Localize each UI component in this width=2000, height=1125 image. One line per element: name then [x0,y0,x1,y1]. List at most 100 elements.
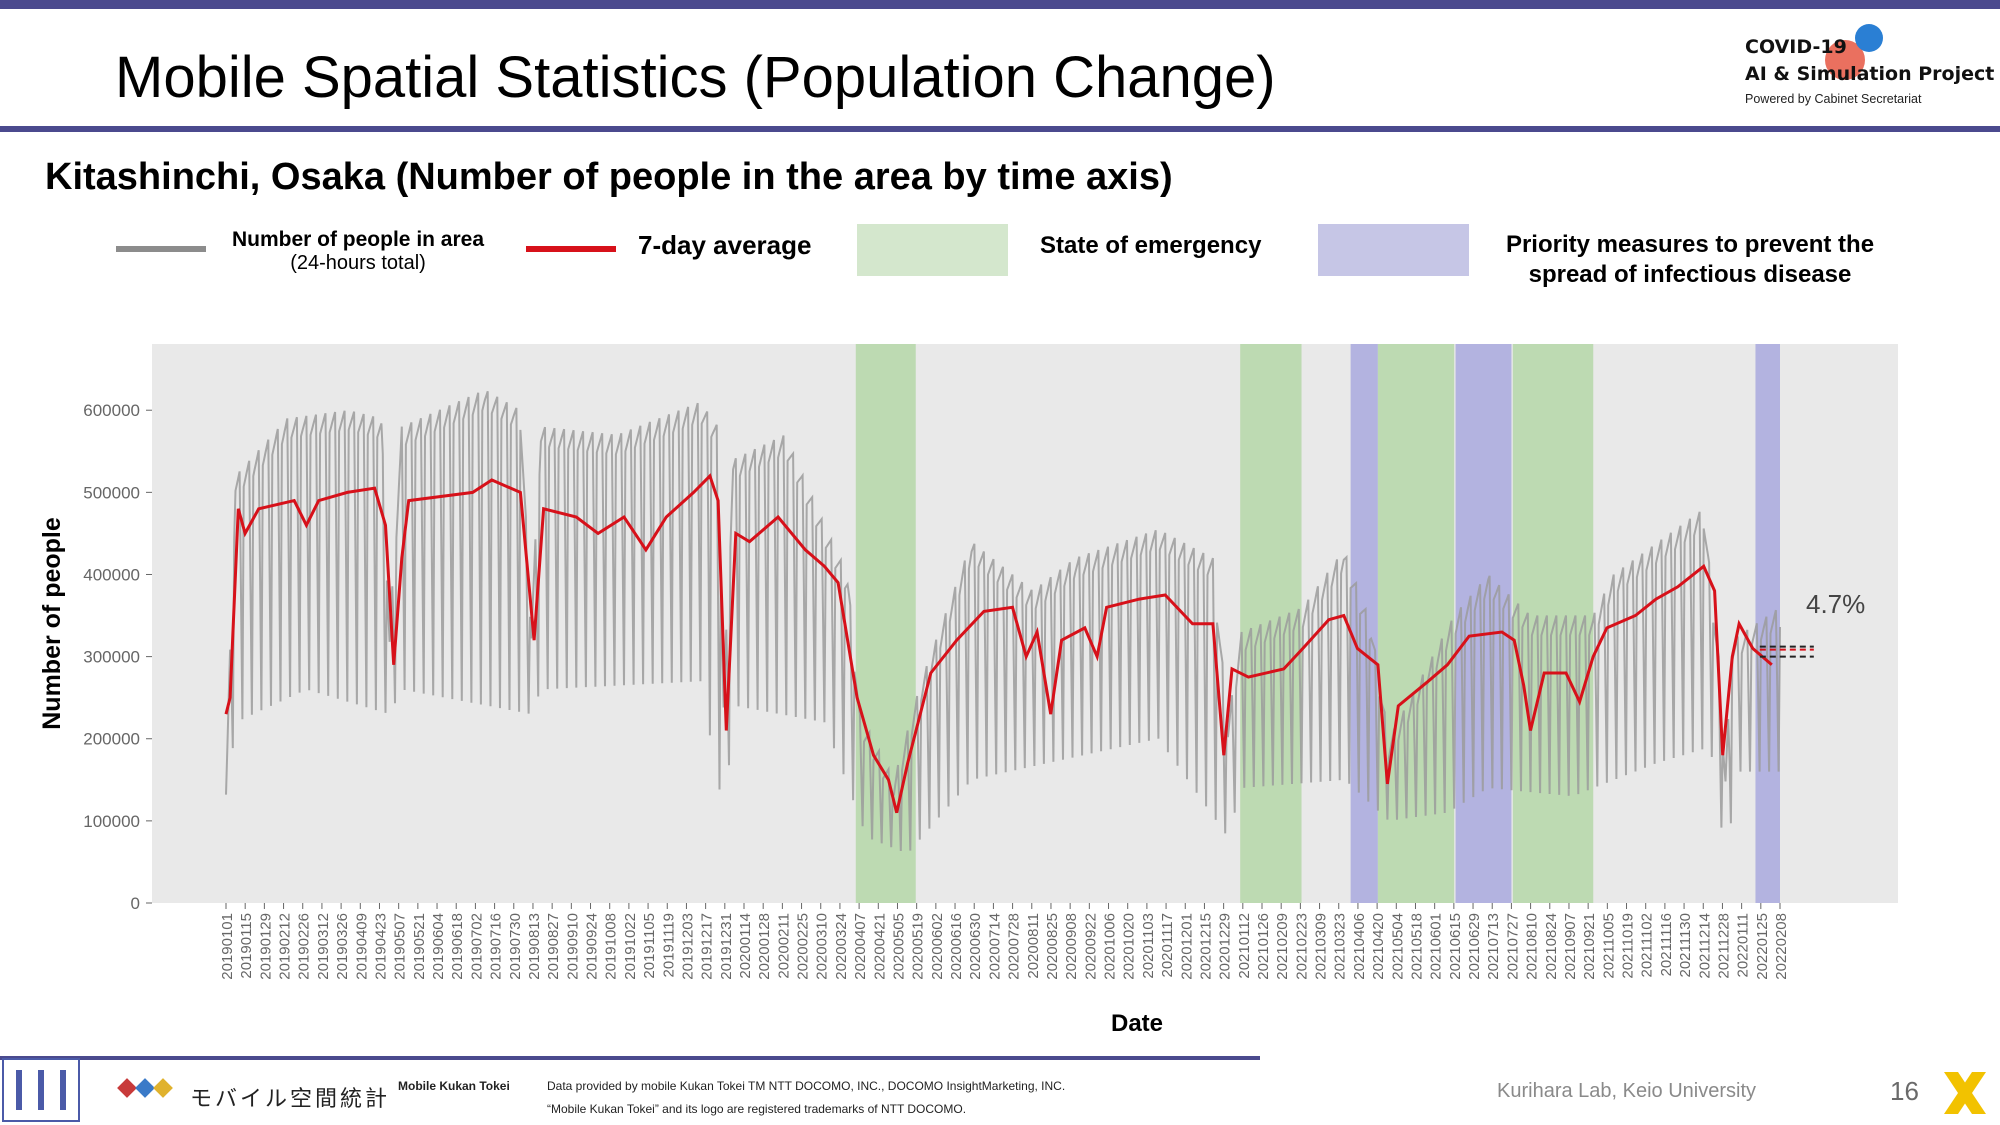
page-number: 16 [1890,1076,1919,1106]
x-tick-label: 20200225 [795,913,812,980]
raw-series-line [225,390,1781,852]
y-tick-label: 400000 [83,565,140,584]
logo-line-1: COVID-19 [1745,36,1847,58]
x-tick-label: 20210420 [1370,913,1387,980]
seven-day-average-line [224,473,1773,814]
y-tick-label: 600000 [83,401,140,420]
x-tick-label: 20200825 [1044,913,1061,980]
logo-cube [135,1078,155,1098]
x-tick-label: 20210112 [1236,913,1253,979]
chart-subtitle: Kitashinchi, Osaka (Number of people in … [45,156,1173,198]
logo-line-3: Powered by Cabinet Secretariat [1745,92,1922,106]
logo-blue-dot [1855,24,1883,52]
x-tick-label: 20211019 [1620,913,1637,979]
x-axis-title: Date [1111,1010,1163,1037]
emergency-period [855,344,916,903]
legend-swatch-priority [1318,224,1469,276]
x-tick-label: 20210824 [1543,913,1560,980]
x-tick-label: 20190910 [564,913,581,980]
emergency-period [1512,344,1594,903]
logo-line-2: AI & Simulation Project [1745,63,1995,85]
lab-logo-bar [16,1070,22,1110]
x-tick-label: 20201215 [1197,913,1214,980]
x-tick-label: 20211116 [1658,913,1675,976]
x-tick-label: 20210921 [1581,913,1598,980]
x-tick-label: 20190101 [219,913,236,980]
y-axis-title: Number of people [38,517,66,730]
footer-note-1: Data provided by mobile Kukan Tokei TM N… [547,1079,1066,1093]
footer-note-2: “Mobile Kukan Tokei” and its logo are re… [547,1102,967,1116]
x-tick-label: 20201117 [1159,913,1176,978]
x-tick-label: 20190423 [372,913,389,980]
x-tick-label: 20210629 [1466,913,1483,980]
x-tick-label: 20200811 [1025,913,1042,979]
legend-swatch-raw [116,246,206,252]
x-tick-label: 20190312 [315,913,332,980]
x-tick-label: 20200128 [756,913,773,980]
x-tick-label: 20210309 [1313,913,1330,980]
x-tick-label: 20200519 [910,913,927,980]
x-tick-label: 20201103 [1140,913,1157,979]
x-tick-label: 20201006 [1102,913,1119,980]
lab-logo-bar [38,1070,44,1110]
x-tick-label: 20210810 [1524,913,1541,980]
logo-cube [153,1078,173,1098]
legend-item-priority: Priority measures to prevent the spread … [1480,230,1900,290]
x-tick-label: 20191217 [699,913,716,980]
x-tick-label: 20190521 [411,913,428,980]
legend-label-emergency: State of emergency [1040,232,1262,259]
legend-label-priority-2: spread of infectious disease [1528,261,1852,288]
x-tick-label: 20190129 [257,913,274,980]
x-tick-label: 20210126 [1255,913,1272,980]
x-tick-label: 20220208 [1773,913,1790,980]
legend-swatch-avg [526,246,616,252]
x-tick-label: 20220111 [1735,913,1752,978]
x-tick-label: 20190924 [584,913,601,980]
logo-japanese-text: モバイル空間統計 [190,1087,391,1112]
x-tick-label: 20191008 [603,913,620,980]
x-tick-label: 20191022 [622,913,639,980]
x-tick-label: 20211130 [1677,913,1694,978]
x-tick-label: 20200630 [967,913,984,980]
x-tick-label: 20190813 [526,913,543,980]
x-tick-label: 20191203 [679,913,696,980]
x-tick-label: 20200407 [852,913,869,980]
x-tick-label: 20200114 [737,913,754,979]
x-tick-label: 20210504 [1389,913,1406,980]
lab-logo-bar [60,1070,66,1110]
x-tick-label: 20200908 [1063,913,1080,980]
x-tick-label: 20191105 [641,913,658,979]
y-tick-label: 500000 [83,483,140,502]
x-tick-label: 20210223 [1293,913,1310,980]
x-tick-label: 20190507 [392,913,409,980]
x-tick-label: 20200310 [814,913,831,980]
x-tick-label: 20190226 [296,913,313,980]
x-tick-label: 20210727 [1504,913,1521,980]
x-tick-label: 20210518 [1408,913,1425,980]
x-tick-label: 20200505 [890,913,907,980]
top-accent-bar [0,0,2000,9]
priority-period [1350,344,1378,903]
mobile-kukan-tokei-logo: モバイル空間統計 [110,1075,387,1115]
x-tick-label: 20191231 [718,913,735,980]
x-tick-label: 20190409 [353,913,370,980]
chart-legend: Number of people in area (24-hours total… [0,220,2000,290]
logo-cube [117,1078,137,1098]
x-tick-label: 20201201 [1178,913,1195,980]
footer-divider [0,1056,1260,1060]
x-tick-label: 20210209 [1274,913,1291,980]
x-tick-label: 20190326 [334,913,351,980]
y-tick-label: 100000 [83,812,140,831]
x-tick-label: 20201020 [1121,913,1138,980]
x-tick-label: 20210615 [1447,913,1464,980]
x-tick-label: 20190212 [277,913,294,980]
x-tick-label: 20200324 [833,913,850,980]
x-tick-label: 20211005 [1600,913,1617,979]
x-tick-label: 20210601 [1428,913,1445,980]
x-tick-label: 20200714 [986,913,1003,980]
x-tick-label: 20201229 [1217,913,1234,980]
x-tick-label: 20190702 [468,913,485,980]
x-tick-label: 20190827 [545,913,562,980]
x-tick-label: 20211214 [1696,913,1713,979]
x-tick-label: 20210907 [1562,913,1579,980]
